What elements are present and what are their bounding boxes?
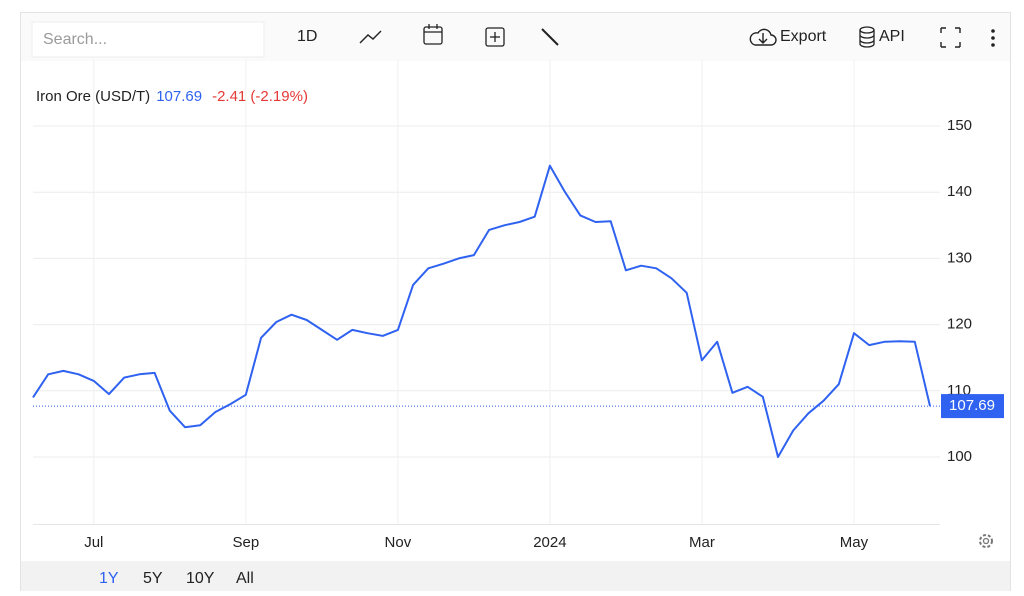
y-tick-label: 120 bbox=[947, 316, 972, 333]
api-icon[interactable] bbox=[859, 26, 875, 48]
last-price: 107.69 bbox=[156, 88, 202, 105]
search-placeholder: Search... bbox=[43, 31, 107, 48]
x-tick-label: Sep bbox=[232, 534, 259, 551]
chart-type-icon[interactable] bbox=[359, 30, 382, 44]
chart-header: Iron Ore (USD/T) 107.69 -2.41 (-2.19%) bbox=[36, 88, 308, 105]
settings-wrench-icon[interactable] bbox=[541, 28, 559, 46]
search-box[interactable] bbox=[31, 21, 265, 58]
y-tick-label: 150 bbox=[947, 117, 972, 134]
calendar-icon[interactable] bbox=[423, 24, 443, 45]
last-price-label: 107.69 bbox=[949, 397, 995, 414]
frame bbox=[20, 12, 1011, 596]
menu-icon[interactable] bbox=[991, 29, 995, 47]
last-price-box bbox=[941, 394, 1004, 419]
series-name: Iron Ore (USD/T) bbox=[36, 88, 150, 105]
range-button[interactable]: All bbox=[236, 570, 254, 587]
x-tick-label: Jul bbox=[84, 534, 103, 551]
x-tick-label: Mar bbox=[689, 534, 715, 551]
y-tick-label: 140 bbox=[947, 183, 972, 200]
add-icon[interactable] bbox=[485, 27, 505, 47]
price-change: -2.41 (-2.19%) bbox=[212, 88, 308, 105]
range-button[interactable]: 10Y bbox=[186, 570, 215, 587]
y-tick-label: 100 bbox=[947, 448, 972, 465]
export-button[interactable]: Export bbox=[780, 28, 827, 45]
range-bar bbox=[21, 561, 1010, 591]
gear-icon[interactable] bbox=[979, 534, 993, 548]
interval-button[interactable]: 1D bbox=[297, 28, 317, 45]
range-button[interactable]: 1Y bbox=[99, 570, 119, 587]
export-icon[interactable] bbox=[749, 28, 777, 46]
x-tick-label: Nov bbox=[385, 534, 412, 551]
fullscreen-icon[interactable] bbox=[940, 27, 961, 48]
x-tick-label: 2024 bbox=[533, 534, 566, 551]
api-button[interactable]: API bbox=[879, 28, 905, 45]
y-tick-label: 130 bbox=[947, 249, 972, 266]
x-tick-label: May bbox=[840, 534, 869, 551]
price-line bbox=[32, 164, 931, 458]
range-button[interactable]: 5Y bbox=[143, 570, 163, 587]
